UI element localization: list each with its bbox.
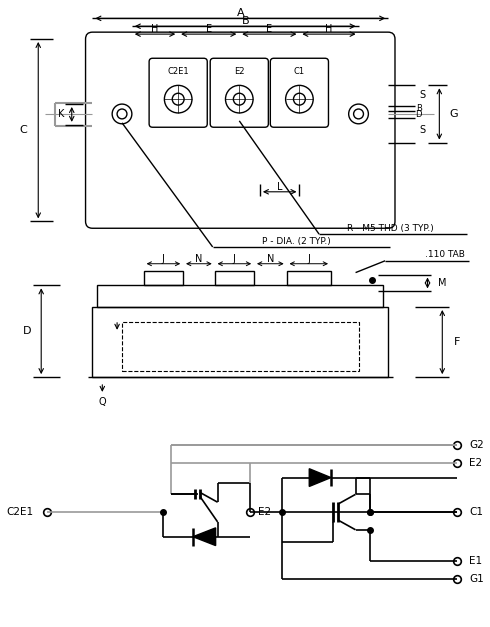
Text: K: K bbox=[58, 110, 64, 119]
Text: Q: Q bbox=[98, 397, 106, 407]
Text: H: H bbox=[151, 24, 159, 34]
Text: G1: G1 bbox=[469, 574, 484, 584]
Text: .110 TAB: .110 TAB bbox=[424, 250, 465, 260]
Text: D: D bbox=[416, 110, 422, 119]
Bar bbox=[144, 271, 183, 285]
Text: S: S bbox=[419, 125, 426, 135]
Polygon shape bbox=[193, 528, 216, 545]
Text: E1: E1 bbox=[469, 556, 482, 566]
Text: B: B bbox=[416, 103, 421, 112]
Text: J: J bbox=[162, 254, 165, 264]
Text: C2E1: C2E1 bbox=[6, 507, 33, 517]
Text: E: E bbox=[266, 24, 272, 34]
Text: L: L bbox=[277, 182, 282, 192]
Text: E2: E2 bbox=[469, 458, 482, 468]
Text: C1: C1 bbox=[469, 507, 483, 517]
Text: R - M5 THD (3 TYP.): R - M5 THD (3 TYP.) bbox=[347, 224, 434, 233]
Bar bbox=[287, 271, 331, 285]
Text: F: F bbox=[454, 337, 460, 347]
Text: B: B bbox=[242, 16, 249, 26]
Polygon shape bbox=[309, 469, 331, 487]
Text: E2: E2 bbox=[258, 507, 271, 517]
Text: P - DIA. (2 TYP.): P - DIA. (2 TYP.) bbox=[262, 236, 331, 246]
Text: H: H bbox=[325, 24, 333, 34]
Text: D: D bbox=[23, 326, 32, 336]
Bar bbox=[98, 285, 383, 307]
Bar bbox=[122, 322, 359, 371]
Text: E: E bbox=[206, 24, 212, 34]
Text: A: A bbox=[237, 8, 244, 18]
Text: N: N bbox=[195, 254, 202, 264]
Text: J: J bbox=[233, 254, 236, 264]
Text: M: M bbox=[438, 278, 446, 288]
Text: C1: C1 bbox=[294, 67, 305, 76]
FancyBboxPatch shape bbox=[149, 58, 207, 127]
Text: G2: G2 bbox=[469, 440, 484, 450]
Bar bbox=[215, 271, 254, 285]
Text: J: J bbox=[307, 254, 310, 264]
Bar bbox=[93, 307, 388, 377]
Text: E2: E2 bbox=[234, 67, 245, 76]
FancyBboxPatch shape bbox=[210, 58, 269, 127]
Text: S: S bbox=[419, 90, 426, 100]
FancyBboxPatch shape bbox=[270, 58, 328, 127]
FancyBboxPatch shape bbox=[86, 32, 395, 228]
Text: C: C bbox=[20, 125, 27, 135]
Text: C2E1: C2E1 bbox=[168, 67, 189, 76]
Text: G: G bbox=[450, 109, 459, 119]
Text: N: N bbox=[267, 254, 274, 264]
